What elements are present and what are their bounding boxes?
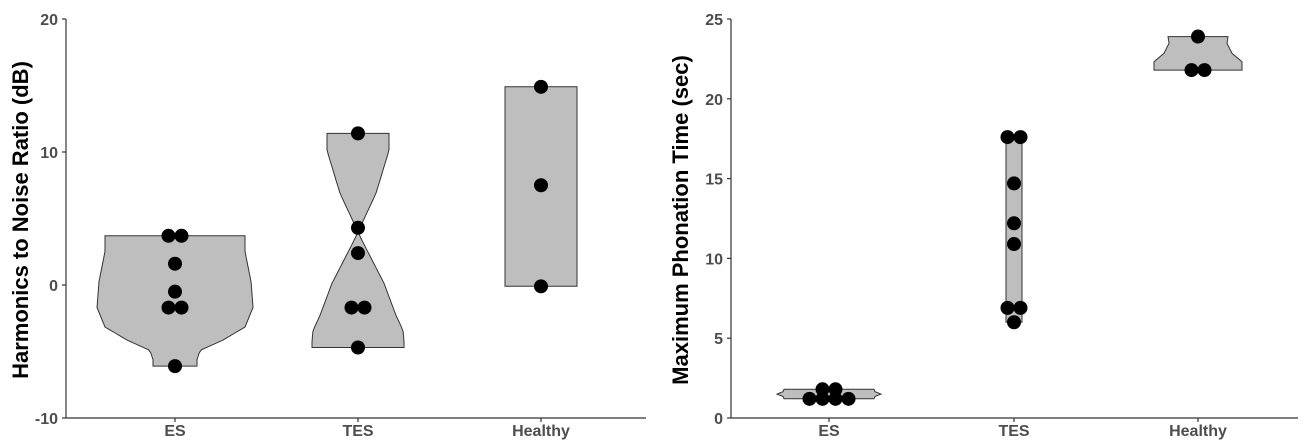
hnr-violin-tes — [311, 132, 405, 348]
hnr-point-tes — [351, 126, 365, 141]
mpt-y-tick-label: 25 — [705, 12, 723, 29]
hnr-point-healthy — [534, 279, 548, 294]
hnr-point-tes — [357, 300, 372, 315]
hnr-point-es — [168, 256, 182, 271]
mpt-point-es — [841, 391, 856, 406]
hnr-point-es — [161, 300, 176, 315]
hnr-x-tick-label-tes: TES — [342, 423, 373, 440]
mpt-point-tes — [1007, 216, 1021, 231]
mpt-y-tick-label: 15 — [705, 172, 723, 189]
hnr-y-tick-label: 20 — [40, 12, 58, 29]
hnr-y-ticks: -10 0 10 20 — [35, 12, 66, 428]
mpt-violin-panel: 0 5 10 15 20 25 ES TES Healthy Maximum Phonatio… — [668, 12, 1298, 440]
hnr-points — [161, 79, 548, 374]
mpt-point-es — [815, 382, 830, 397]
mpt-y-tick-label: 5 — [714, 331, 723, 348]
hnr-x-tick-label-es: ES — [164, 423, 186, 440]
mpt-x-tick-label-es: ES — [818, 423, 840, 440]
hnr-point-es — [174, 300, 189, 315]
mpt-point-tes — [1007, 315, 1021, 330]
hnr-point-tes — [351, 246, 365, 261]
mpt-point-healthy — [1191, 29, 1205, 44]
hnr-point-tes — [351, 220, 365, 235]
mpt-point-healthy — [1184, 63, 1199, 78]
mpt-point-tes — [1007, 176, 1021, 191]
mpt-x-ticks: ES TES Healthy — [818, 418, 1227, 440]
mpt-point-es — [802, 391, 817, 406]
hnr-violin-panel: -10 0 10 20 ES TES Healthy Harmonics to Noise… — [8, 12, 646, 440]
mpt-x-tick-label-healthy: Healthy — [1169, 423, 1227, 440]
hnr-point-es — [174, 228, 189, 243]
mpt-point-tes — [1007, 237, 1021, 252]
hnr-violin-es — [96, 235, 254, 367]
hnr-point-es — [161, 228, 176, 243]
hnr-violins — [96, 86, 578, 367]
mpt-point-tes — [1013, 300, 1028, 315]
mpt-y-tick-label: 0 — [714, 411, 723, 428]
mpt-point-es — [828, 382, 843, 397]
mpt-y-tick-label: 10 — [705, 251, 723, 268]
mpt-violins — [775, 36, 1243, 400]
mpt-y-axis-title: Maximum Phonation Time (sec) — [668, 55, 693, 385]
mpt-point-tes — [1013, 130, 1028, 145]
mpt-y-ticks: 0 5 10 15 20 25 — [705, 12, 731, 428]
hnr-point-es — [168, 284, 182, 299]
hnr-x-tick-label-healthy: Healthy — [512, 423, 570, 440]
hnr-point-healthy — [534, 79, 548, 94]
mpt-y-tick-label: 20 — [705, 92, 723, 109]
hnr-y-tick-label: 10 — [40, 145, 58, 162]
hnr-point-es — [168, 359, 182, 374]
mpt-points — [802, 29, 1212, 406]
mpt-point-healthy — [1197, 63, 1212, 78]
mpt-x-tick-label-tes: TES — [998, 423, 1029, 440]
mpt-point-es — [828, 391, 843, 406]
hnr-x-ticks: ES TES Healthy — [164, 418, 570, 440]
mpt-point-es — [815, 391, 830, 406]
hnr-point-tes — [344, 300, 359, 315]
hnr-y-tick-label: -10 — [35, 411, 58, 428]
mpt-violin-healthy — [1153, 36, 1243, 71]
hnr-point-healthy — [534, 178, 548, 193]
mpt-point-tes — [1000, 300, 1015, 315]
hnr-y-tick-label: 0 — [49, 278, 58, 295]
hnr-y-axis-title: Harmonics to Noise Ratio (dB) — [8, 61, 33, 379]
hnr-point-tes — [351, 340, 365, 355]
mpt-point-tes — [1000, 130, 1015, 145]
